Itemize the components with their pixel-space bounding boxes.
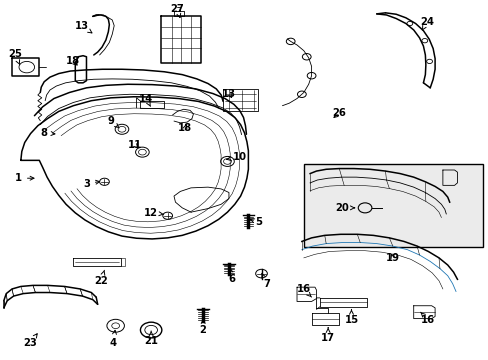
Text: 14: 14 [139, 94, 153, 107]
Text: 27: 27 [170, 4, 184, 18]
Text: 1: 1 [15, 173, 34, 183]
Text: 18: 18 [66, 57, 80, 66]
Text: 17: 17 [321, 328, 334, 343]
Text: 13: 13 [75, 21, 92, 33]
Text: 5: 5 [249, 217, 262, 227]
Text: 4: 4 [109, 330, 117, 347]
Text: 9: 9 [107, 116, 119, 128]
Text: 16: 16 [296, 284, 311, 297]
Text: 15: 15 [344, 310, 358, 325]
Text: 21: 21 [144, 331, 158, 346]
Text: 13: 13 [222, 89, 235, 99]
Text: 2: 2 [199, 319, 206, 335]
Text: 7: 7 [261, 273, 269, 289]
Text: 10: 10 [226, 152, 246, 162]
Text: 24: 24 [419, 17, 433, 30]
Text: 19: 19 [385, 253, 399, 263]
Text: 3: 3 [83, 179, 100, 189]
Text: 20: 20 [334, 203, 354, 213]
Text: 18: 18 [178, 123, 192, 133]
Text: 23: 23 [23, 334, 38, 347]
Text: 25: 25 [8, 49, 22, 64]
Bar [303, 164, 482, 247]
Text: 16: 16 [420, 312, 434, 325]
Text: 6: 6 [228, 269, 235, 284]
Text: 12: 12 [144, 208, 163, 218]
Text: 22: 22 [94, 270, 108, 286]
Text: 11: 11 [128, 140, 142, 150]
Text: 26: 26 [332, 108, 346, 118]
Text: 8: 8 [40, 128, 55, 138]
